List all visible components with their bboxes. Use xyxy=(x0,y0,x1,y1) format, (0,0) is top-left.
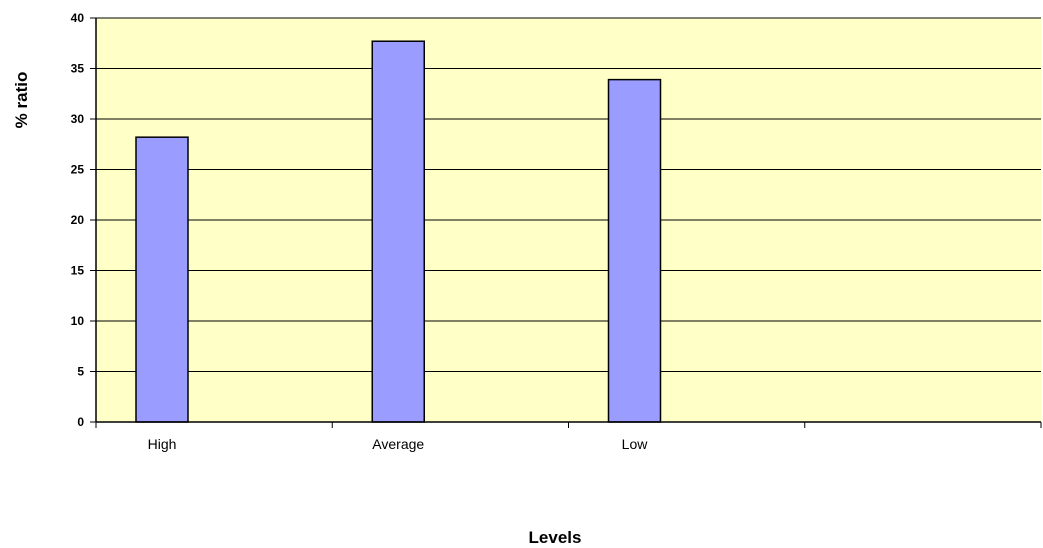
x-axis-title: Levels xyxy=(529,528,582,547)
y-axis-ticks: 0 5 10 15 20 25 30 35 40 xyxy=(71,11,96,429)
y-tick-label: 20 xyxy=(71,213,85,227)
bar-average xyxy=(371,40,425,423)
y-axis-title: % ratio xyxy=(12,72,31,129)
y-tick-label: 30 xyxy=(71,112,85,126)
x-category-label: Low xyxy=(622,436,649,452)
y-tick-label: 15 xyxy=(71,264,85,278)
y-tick-label: 0 xyxy=(77,415,84,429)
bars xyxy=(135,40,662,423)
x-axis-ticks: High Average Low xyxy=(95,422,1042,452)
y-tick-label: 40 xyxy=(71,11,85,25)
y-tick-label: 5 xyxy=(77,365,84,379)
gridlines xyxy=(96,17,1041,372)
y-tick-label: 35 xyxy=(71,62,85,76)
bar-low xyxy=(607,78,662,423)
x-category-label: Average xyxy=(372,436,424,452)
y-tick-label: 25 xyxy=(71,163,85,177)
x-category-label: High xyxy=(148,436,177,452)
bar-high xyxy=(135,136,189,423)
y-tick-label: 10 xyxy=(71,314,85,328)
